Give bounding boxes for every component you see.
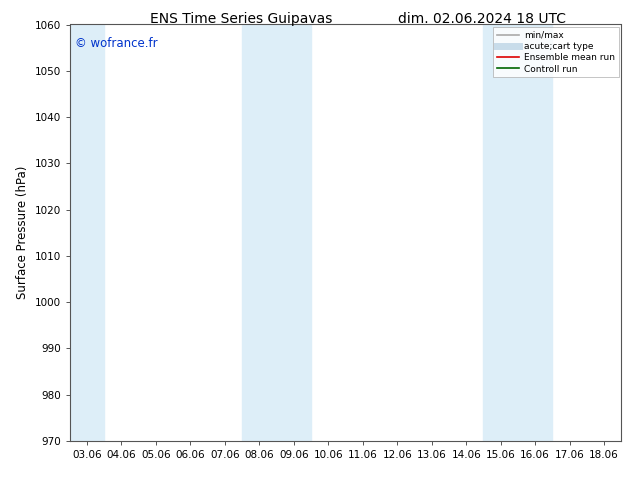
Bar: [483, 24, 552, 441]
Text: ENS Time Series Guipavas: ENS Time Series Guipavas: [150, 12, 332, 26]
Bar: [70, 24, 104, 441]
Text: dim. 02.06.2024 18 UTC: dim. 02.06.2024 18 UTC: [398, 12, 566, 26]
Legend: min/max, acute;cart type, Ensemble mean run, Controll run: min/max, acute;cart type, Ensemble mean …: [493, 27, 619, 77]
Bar: [242, 24, 311, 441]
Text: © wofrance.fr: © wofrance.fr: [75, 37, 158, 50]
Y-axis label: Surface Pressure (hPa): Surface Pressure (hPa): [16, 166, 29, 299]
